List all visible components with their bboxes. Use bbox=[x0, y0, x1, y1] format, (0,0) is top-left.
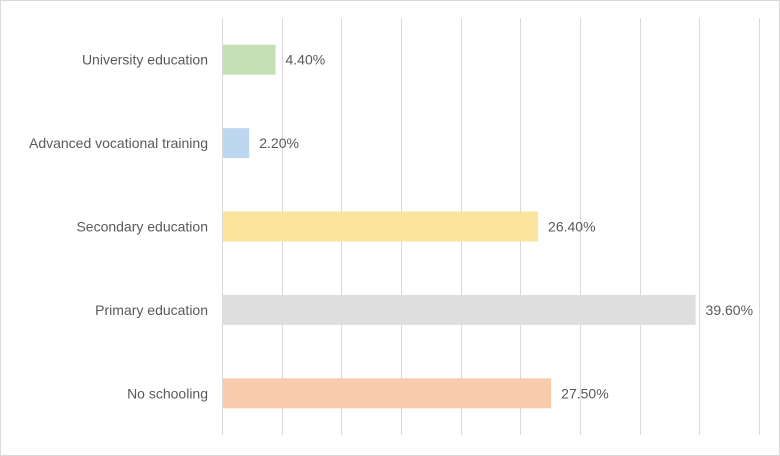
category-label: Secondary education bbox=[76, 219, 208, 235]
data-label: 26.40% bbox=[548, 219, 595, 235]
bars bbox=[223, 44, 696, 409]
bar bbox=[223, 128, 250, 159]
category-label: Advanced vocational training bbox=[29, 135, 208, 151]
category-label: Primary education bbox=[95, 302, 208, 318]
category-labels: University education Advanced vocational … bbox=[29, 52, 208, 402]
data-label: 2.20% bbox=[259, 135, 299, 151]
data-label: 27.50% bbox=[561, 385, 608, 401]
bar bbox=[223, 294, 696, 325]
data-labels: 4.40% 2.20% 26.40% 39.60% 27.50% bbox=[259, 52, 753, 402]
bar bbox=[223, 211, 539, 242]
bar bbox=[223, 378, 552, 409]
category-label: University education bbox=[82, 52, 208, 68]
data-label: 4.40% bbox=[286, 52, 326, 68]
bar bbox=[223, 44, 276, 75]
category-label: No schooling bbox=[127, 385, 208, 401]
data-label: 39.60% bbox=[706, 302, 753, 318]
